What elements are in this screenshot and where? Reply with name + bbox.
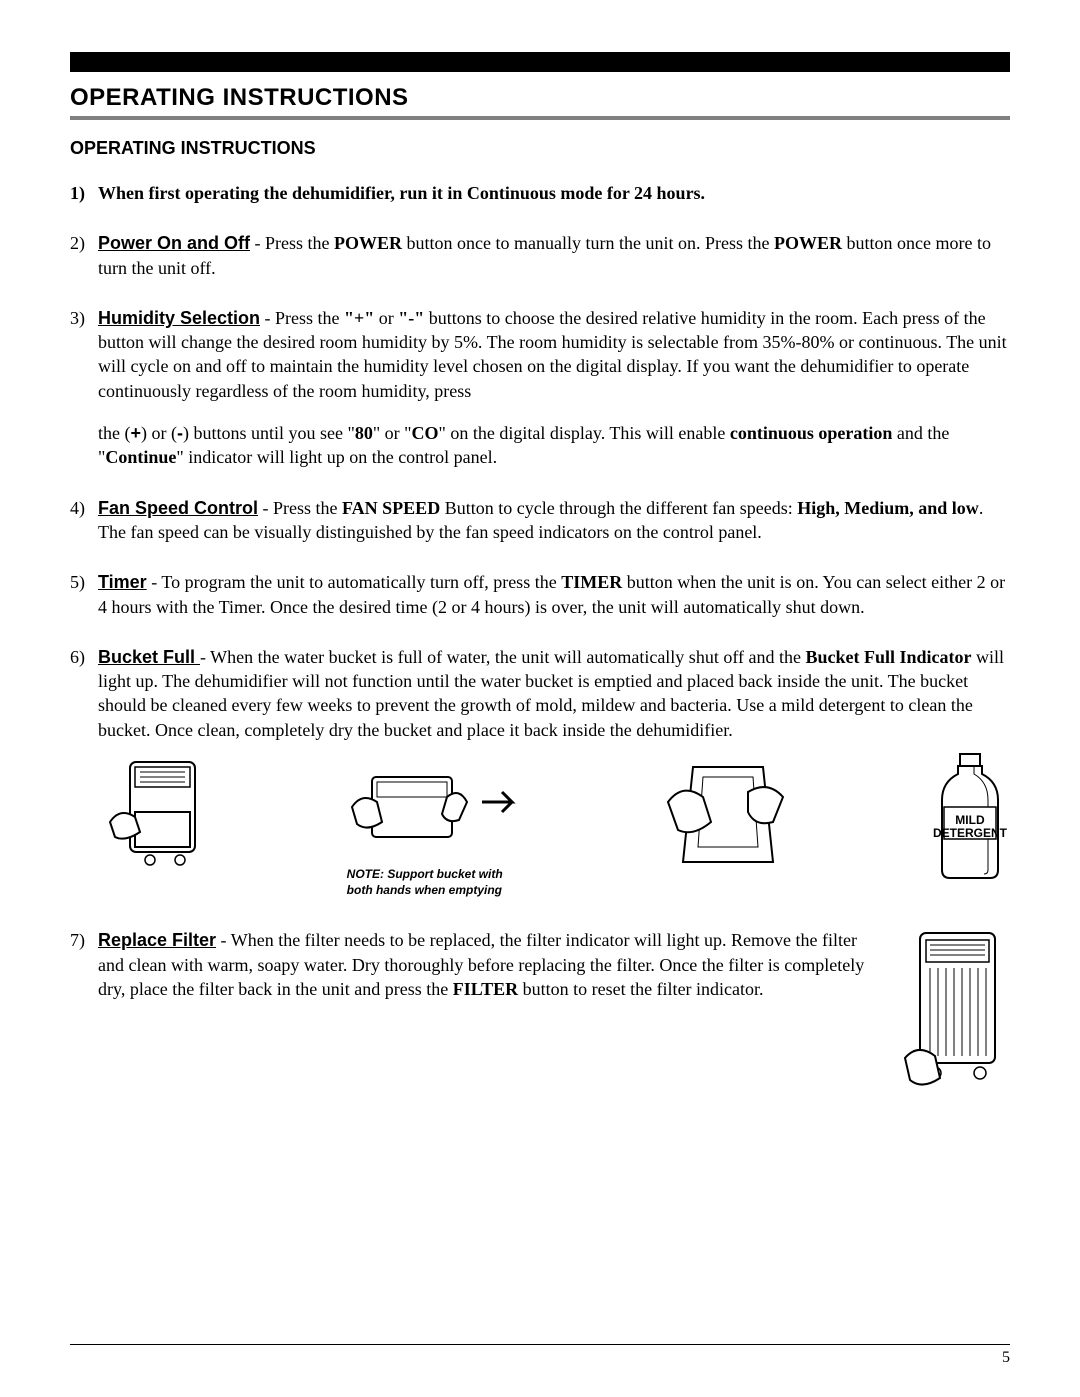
top-black-bar <box>70 52 1010 72</box>
item-text: When first operating the dehumidifier, r… <box>98 181 1010 205</box>
section-heading: OPERATING INSTRUCTIONS <box>70 84 1010 120</box>
figure-detergent-bottle: MILD DETERGENT <box>930 752 1010 882</box>
item-number: 7) <box>70 928 98 1104</box>
item-text: Fan Speed Control - Press the FAN SPEED … <box>98 496 1010 545</box>
instruction-item-3: 3) Humidity Selection - Press the "+" or… <box>70 306 1010 470</box>
bottle-label: MILD DETERGENT <box>930 814 1010 840</box>
instruction-list: 1) When first operating the dehumidifier… <box>70 181 1010 1105</box>
item-text: Timer - To program the unit to automatic… <box>98 570 1010 619</box>
dehumidifier-remove-icon <box>100 752 220 872</box>
clean-bucket-icon <box>653 752 803 882</box>
item-label: Timer <box>98 572 147 592</box>
item-number: 6) <box>70 645 98 742</box>
instruction-item-1: 1) When first operating the dehumidifier… <box>70 181 1010 205</box>
figure-replace-filter <box>900 928 1010 1104</box>
item-text: Humidity Selection - Press the "+" or "-… <box>98 306 1010 470</box>
item-text: Replace Filter - When the filter needs t… <box>98 928 1010 1104</box>
figure-carry-bucket: NOTE: Support bucket with both hands whe… <box>347 752 527 898</box>
page-footer: 5 <box>70 1344 1010 1367</box>
instruction-item-6: 6) Bucket Full - When the water bucket i… <box>70 645 1010 742</box>
figure-remove-bucket <box>100 752 220 872</box>
replace-filter-icon <box>900 928 1010 1098</box>
item-number: 3) <box>70 306 98 470</box>
page-number: 5 <box>1002 1349 1010 1366</box>
manual-page: OPERATING INSTRUCTIONS OPERATING INSTRUC… <box>0 0 1080 1397</box>
instruction-item-4: 4) Fan Speed Control - Press the FAN SPE… <box>70 496 1010 545</box>
item-label: Bucket Full <box>98 647 200 667</box>
item-number: 4) <box>70 496 98 545</box>
item-text: Power On and Off - Press the POWER butto… <box>98 231 1010 280</box>
sub-heading: OPERATING INSTRUCTIONS <box>70 138 1010 159</box>
instruction-item-5: 5) Timer - To program the unit to automa… <box>70 570 1010 619</box>
item-number: 2) <box>70 231 98 280</box>
figure-clean-bucket <box>653 752 803 882</box>
figure-row: NOTE: Support bucket with both hands whe… <box>100 752 1010 898</box>
figure-caption: NOTE: Support bucket with both hands whe… <box>347 866 527 898</box>
item-number: 5) <box>70 570 98 619</box>
item-label: Humidity Selection <box>98 308 260 328</box>
carry-bucket-icon <box>347 752 527 862</box>
instruction-item-2: 2) Power On and Off - Press the POWER bu… <box>70 231 1010 280</box>
item-continuation: the (+) or (-) buttons until you see "80… <box>98 421 1010 470</box>
instruction-item-7: 7) Replace Filter - When the filter need… <box>70 928 1010 1104</box>
item-label: Fan Speed Control <box>98 498 258 518</box>
item-label: Power On and Off <box>98 233 250 253</box>
item-number: 1) <box>70 181 98 205</box>
item-text: Bucket Full - When the water bucket is f… <box>98 645 1010 742</box>
item-label: Replace Filter <box>98 930 216 950</box>
